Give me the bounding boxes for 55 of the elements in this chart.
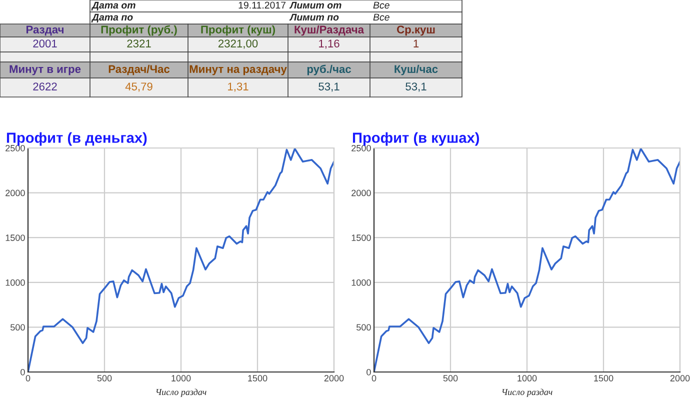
y-tick-label: 500 [356,324,371,331]
text: 1 [414,40,419,48]
x-tick-label: 2000 [324,375,344,382]
text: 19.11.2017 [238,2,286,9]
x-tick-label: 500 [97,375,112,382]
y-tick-label: 2500 [352,144,371,152]
text: 2321 [127,40,151,48]
text: Дата по [91,14,133,22]
text: Минут на раздачу [190,65,287,76]
text: Дата от [91,2,136,10]
x-tick-label: 1000 [172,375,191,382]
text: Все [373,14,390,21]
x-axis-title: Число раздач [502,388,552,397]
x-axis-title: Число раздач [156,388,206,397]
chart-title: Профит (в деньгах) [6,132,147,146]
text: Лимит от [289,2,342,9]
text: Раздач [26,26,64,36]
x-tick-label: 2000 [670,375,690,382]
text: 2001 [33,40,57,48]
text: Куш/Раздача [294,25,364,36]
x-tick-label: 0 [26,375,30,382]
text: Лимит по [289,14,339,21]
x-tick-label: 1000 [518,375,537,382]
text: 45,79 [125,82,152,92]
x-tick-label: 1500 [594,375,614,382]
text: 2622 [33,82,57,90]
y-tick-label: 1000 [6,279,25,286]
line-series [374,148,680,372]
x-tick-label: 0 [372,375,376,382]
y-tick-label: 2000 [6,190,25,196]
x-tick-label: 1500 [248,375,268,382]
y-tick-label: 1000 [352,279,371,286]
text: Профит (руб.) [101,25,177,36]
text: 2321,00 [218,40,258,49]
y-tick-label: 0 [366,368,371,376]
text: Раздач/Час [108,64,170,76]
y-tick-label: 1500 [352,234,371,241]
text: Все [373,2,390,9]
chart-title: Профит (в кушах) [352,132,480,146]
y-tick-label: 500 [10,324,25,331]
text: руб./час [307,64,352,76]
text: Профит (куш) [201,25,275,36]
text: 53,1 [318,82,340,92]
line-series [28,148,334,372]
text: 1,16 [319,40,340,49]
x-tick-label: 500 [443,375,458,382]
y-tick-label: 0 [20,368,25,376]
text: 53,1 [406,82,426,92]
y-tick-label: 1500 [6,234,25,241]
y-tick-label: 2000 [352,190,371,196]
text: Минут в игре [10,65,81,76]
y-tick-label: 2500 [6,144,25,152]
text: Куш/час [394,64,438,76]
text: 1,31 [228,82,248,92]
text: Ср.куш [397,26,435,36]
